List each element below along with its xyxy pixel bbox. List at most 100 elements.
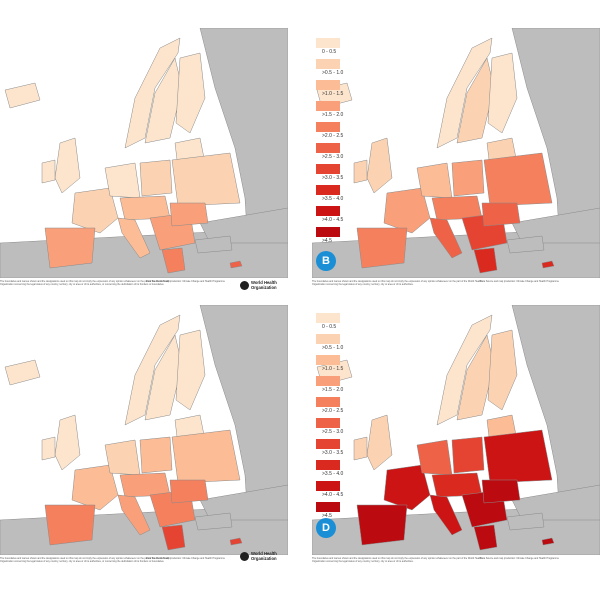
- who-name-line1: World Health: [251, 551, 277, 556]
- legend-label: >4.0 - 4.5: [322, 217, 344, 223]
- region-sweden: [144, 57, 183, 144]
- legend-item: 0 - 0.5: [316, 313, 356, 334]
- legend-swatch: [316, 227, 340, 237]
- region-belarus-ukraine: [171, 429, 241, 484]
- region-uk: [54, 137, 81, 194]
- region-france: [383, 464, 431, 511]
- region-france: [71, 464, 119, 511]
- map-panel-b: [312, 28, 600, 278]
- region-iberia: [44, 227, 96, 269]
- region-poland: [451, 436, 485, 474]
- legend-swatch: [316, 376, 340, 386]
- map-svg-d: [312, 305, 600, 555]
- legend-item: >1.5 - 2.0: [316, 101, 356, 122]
- region-romania: [169, 479, 209, 504]
- map-panel-c: [0, 305, 288, 555]
- region-uk: [366, 137, 393, 194]
- region-italy: [429, 494, 463, 536]
- region-uk: [366, 414, 393, 471]
- legend-label: 0 - 0.5: [322, 324, 337, 330]
- region-poland: [139, 159, 173, 197]
- who-emblem-icon: [240, 552, 249, 562]
- footer-source-c: Data Source and map production: Climate …: [146, 557, 225, 560]
- legend-swatch: [316, 206, 340, 216]
- region-iceland: [4, 359, 41, 386]
- legend-label: >4.5: [322, 238, 332, 244]
- region-middle-east: [511, 484, 600, 521]
- legend-label: >1.5 - 2.0: [322, 112, 344, 118]
- legend-swatch: [316, 101, 340, 111]
- region-cyprus: [229, 260, 243, 269]
- legend-item: >4.0 - 4.5: [316, 481, 356, 502]
- panel-badge-d: D: [316, 518, 336, 538]
- region-romania: [481, 202, 521, 227]
- region-greece: [161, 247, 186, 274]
- region-iberia: [44, 504, 96, 546]
- legend-item: >2.5 - 3.0: [316, 143, 356, 164]
- region-belarus-ukraine: [483, 152, 553, 207]
- legend-label: 0 - 0.5: [322, 49, 337, 55]
- legend-swatch: [316, 334, 340, 344]
- legend-label: >4.0 - 4.5: [322, 492, 344, 498]
- region-benelux-germany: [416, 439, 453, 476]
- legend-item: >1.5 - 2.0: [316, 376, 356, 397]
- legend-swatch: [316, 122, 340, 132]
- region-greece: [161, 524, 186, 551]
- legend-item: >3.5 - 4.0: [316, 185, 356, 206]
- legend-item: >4.5: [316, 502, 356, 523]
- region-romania: [169, 202, 209, 227]
- map-svg-a: [0, 28, 288, 278]
- who-emblem-icon: [240, 281, 249, 291]
- legend-item: >2.5 - 3.0: [316, 418, 356, 439]
- legend-swatch: [316, 439, 340, 449]
- region-benelux-germany: [416, 162, 453, 199]
- region-iberia: [356, 227, 408, 269]
- map-panel-a: [0, 28, 288, 278]
- legend-item: >2.0 - 2.5: [316, 122, 356, 143]
- legend-top: 0 - 0.5 >0.5 - 1.0 >1.0 - 1.5 >1.5 - 2.0 >2.…: [316, 38, 356, 248]
- legend-label: >3.0 - 3.5: [322, 175, 344, 181]
- region-benelux-germany: [104, 439, 141, 476]
- region-sweden: [456, 57, 495, 144]
- region-belarus-ukraine: [171, 152, 241, 207]
- legend-item: >3.0 - 3.5: [316, 439, 356, 460]
- region-romania: [481, 479, 521, 504]
- legend-item: >3.5 - 4.0: [316, 460, 356, 481]
- legend-item: >3.0 - 3.5: [316, 164, 356, 185]
- legend-swatch: [316, 59, 340, 69]
- region-finland: [487, 52, 518, 134]
- footer-source-a: Data Source and map production: Climate …: [146, 280, 225, 283]
- who-name-line2: Organization: [251, 284, 277, 290]
- region-finland: [175, 329, 206, 411]
- region-italy: [117, 494, 151, 536]
- map-svg-c: [0, 305, 288, 555]
- legend-label: >3.0 - 3.5: [322, 450, 344, 456]
- region-italy: [117, 217, 151, 259]
- footer-source-b: Data Source and map production: Climate …: [480, 280, 559, 283]
- legend-swatch: [316, 38, 340, 48]
- region-greece: [473, 247, 498, 274]
- who-name-line1: World Health: [251, 280, 277, 285]
- legend-label: >4.5: [322, 513, 332, 519]
- legend-swatch: [316, 143, 340, 153]
- legend-label: >3.5 - 4.0: [322, 471, 344, 477]
- legend-item: >0.5 - 1.0: [316, 59, 356, 80]
- legend-label: >0.5 - 1.0: [322, 70, 344, 76]
- region-cyprus: [541, 537, 555, 546]
- region-turkey-west: [194, 512, 233, 531]
- legend-bottom: 0 - 0.5 >0.5 - 1.0 >1.0 - 1.5 >1.5 - 2.0 >2.…: [316, 313, 356, 523]
- who-logo-a-block: World Health Organization: [240, 280, 277, 291]
- legend-swatch: [316, 355, 340, 365]
- region-poland: [451, 159, 485, 197]
- region-iberia: [356, 504, 408, 546]
- legend-label: >0.5 - 1.0: [322, 345, 344, 351]
- legend-label: >1.0 - 1.5: [322, 366, 344, 372]
- legend-label: >2.0 - 2.5: [322, 408, 344, 414]
- region-cyprus: [229, 537, 243, 546]
- region-ireland: [353, 436, 368, 461]
- legend-swatch: [316, 481, 340, 491]
- panel-badge-b: B: [316, 251, 336, 271]
- region-middle-east: [511, 207, 600, 244]
- region-middle-east: [199, 207, 288, 244]
- map-panel-d: [312, 305, 600, 555]
